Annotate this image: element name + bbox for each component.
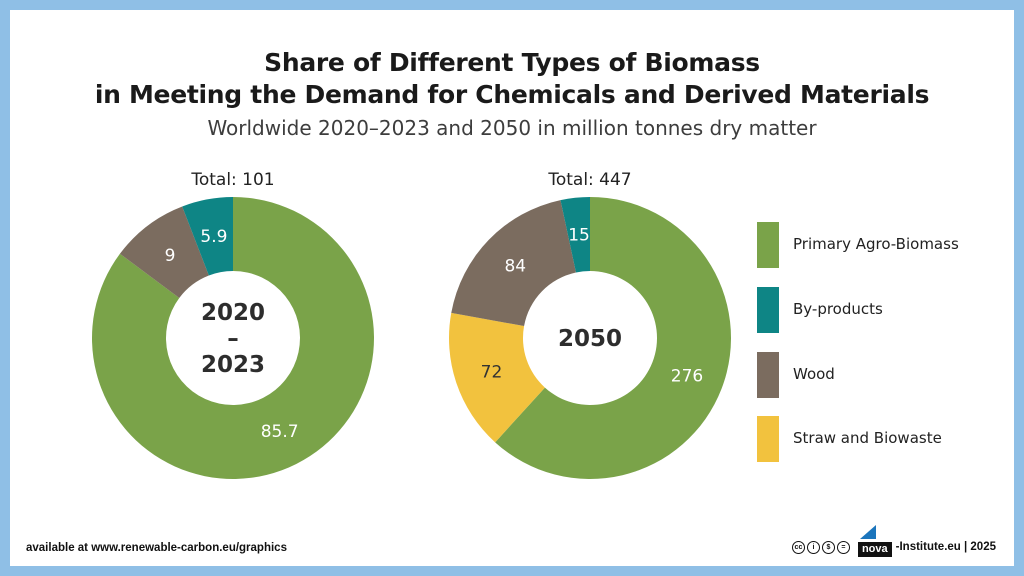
slice-wood: [119, 206, 209, 298]
legend-swatch-wood: [757, 352, 779, 398]
license-icons: cc i $ =: [791, 540, 850, 554]
slice-value-label: 84: [504, 257, 526, 277]
slice-straw-and-biowaste: [449, 312, 545, 443]
nc-icon: $: [821, 540, 835, 554]
legend-label-primary-agro-biomass: Primary Agro-Biomass: [793, 235, 959, 253]
nova-logo-text: nova: [857, 542, 892, 557]
total-label-2020-2023: Total: 101: [191, 170, 275, 190]
legend-item-by-products: By-products: [757, 287, 997, 333]
slice-primary-agro-biomass: [92, 197, 374, 479]
slice-value-label: 85.7: [261, 422, 299, 442]
slice-by-products: [182, 197, 233, 276]
chart-subtitle: Worldwide 2020–2023 and 2050 in million …: [207, 116, 817, 140]
nova-flag-icon: [859, 525, 876, 539]
slice-value-label: 72: [481, 362, 503, 382]
slice-value-label: 15: [568, 226, 590, 246]
cc-icon: cc: [791, 540, 805, 554]
legend-label-wood: Wood: [793, 365, 835, 383]
legend-item-primary-agro-biomass: Primary Agro-Biomass: [757, 222, 997, 268]
center-label: 2023: [201, 352, 265, 378]
donut-chart-0: 85.7 9 5.9 2020–2023: [92, 197, 374, 479]
chart-title-line-1: Share of Different Types of Biomass: [264, 48, 760, 77]
legend-item-straw-and-biowaste: Straw and Biowaste: [757, 416, 997, 462]
source-link[interactable]: available at www.renewable-carbon.eu/gra…: [26, 542, 287, 554]
slice-primary-agro-biomass: [495, 197, 731, 479]
donut-chart-1: 276 72 84 15 2050: [449, 197, 731, 479]
nd-icon: =: [836, 540, 850, 554]
slice-wood: [451, 200, 576, 327]
chart-title-line-2: in Meeting the Demand for Chemicals and …: [94, 80, 930, 109]
slice-by-products: [560, 197, 590, 273]
center-label: 2020: [201, 300, 265, 326]
legend-label-by-products: By-products: [793, 300, 883, 318]
center-label: –: [227, 326, 239, 352]
center-label: 2050: [558, 326, 622, 352]
footer-credit: cc i $ = nova -Institute.eu | 2025: [791, 525, 996, 558]
slice-value-label: 276: [671, 367, 703, 387]
legend-swatch-straw-and-biowaste: [757, 416, 779, 462]
credit-text: -Institute.eu | 2025: [895, 541, 996, 553]
total-label-2050: Total: 447: [548, 170, 632, 190]
slice-value-label: 5.9: [200, 227, 227, 247]
slice-value-label: 9: [165, 246, 176, 266]
nova-logo: nova: [857, 525, 892, 557]
legend-swatch-by-products: [757, 287, 779, 333]
legend-swatch-primary-agro-biomass: [757, 222, 779, 268]
by-icon: i: [806, 540, 820, 554]
legend-label-straw-and-biowaste: Straw and Biowaste: [793, 429, 942, 447]
legend-item-wood: Wood: [757, 352, 997, 398]
